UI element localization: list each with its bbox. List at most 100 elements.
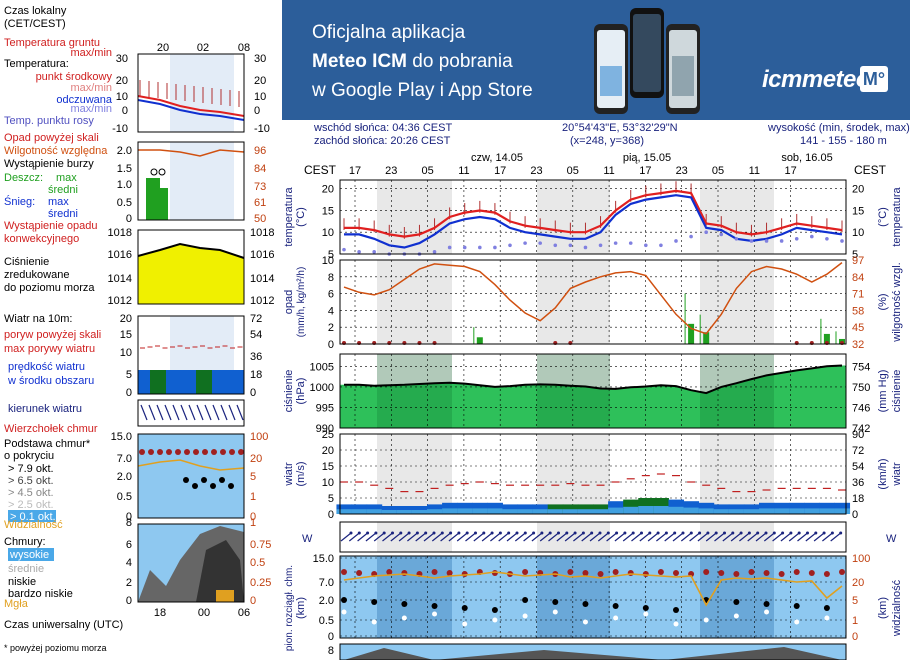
cloud-top-dot — [733, 571, 740, 577]
wind-arrow-head — [756, 531, 760, 535]
cloudbase-dot — [401, 601, 408, 607]
hour-tick: 23 — [385, 165, 397, 177]
wind-speed-low — [517, 509, 534, 514]
wind-speed-low — [577, 509, 594, 514]
wind-arrow — [415, 532, 427, 542]
wind-tick: 15 — [322, 461, 334, 473]
wind-arrow — [664, 532, 676, 542]
cloud-top-dot — [567, 569, 574, 575]
rain-bar — [476, 337, 483, 344]
axis-vis-right-unit: (km) — [877, 597, 889, 619]
wind-kmh-tick: 0 — [852, 509, 858, 521]
legend-storm-mark — [158, 168, 166, 176]
wind-speed-low — [623, 506, 639, 514]
wind-arrow — [597, 532, 609, 542]
cloudbase-dot — [763, 601, 770, 607]
legend-storm-mark — [150, 168, 158, 176]
legend-cb-tick-r: 100 — [250, 431, 268, 443]
wind-arrow-head — [814, 531, 818, 535]
wind-arrow-head — [714, 531, 718, 535]
cloudbase-dot — [341, 597, 347, 603]
legend-precip-occ2: konwekcyjnego — [4, 233, 79, 245]
legend-cloud-dark — [196, 540, 244, 602]
legend-wind-arrow — [156, 404, 164, 421]
cloud-top-dot — [386, 569, 393, 575]
wind-arrow — [730, 532, 742, 542]
wind-arrow — [739, 532, 750, 542]
precip-tick: 0 — [328, 339, 334, 351]
legend-cloudbase-dot — [228, 483, 234, 489]
dew-point — [825, 236, 829, 241]
dew-point — [628, 241, 633, 245]
dew-point — [644, 243, 648, 248]
legend-wind-arrow — [172, 404, 180, 421]
wind-speed-low — [487, 508, 503, 514]
hour-tick: 05 — [421, 165, 433, 177]
cloud-top-dot — [446, 570, 453, 576]
legend-utc-hour: 00 — [198, 607, 210, 619]
wind-arrow-head — [424, 531, 428, 535]
app-promo-banner[interactable]: Oficjalna aplikacja Meteo ICM do pobrani… — [282, 0, 910, 120]
legend-cloud-tick: 2 — [126, 577, 132, 589]
wind-arrow-head — [557, 531, 560, 535]
legend-utc-hour: 06 — [238, 607, 250, 619]
wind-kmh-tick: 18 — [852, 493, 864, 505]
axis-wind-left: wiatr — [283, 462, 295, 487]
icmmeteo-logo: icmmeteo — [762, 66, 871, 93]
legend-hum-tick: 50 — [254, 213, 266, 225]
wind-speed-low — [336, 509, 353, 514]
legend-vis-tick-r: 1 — [250, 517, 256, 529]
legend-soil-temp: Temperatura gruntu — [4, 37, 100, 49]
wind-arrow — [647, 532, 659, 542]
wind-speed-low — [608, 507, 624, 514]
legend-precip-frame — [137, 141, 245, 221]
banner-brand: Meteo ICM — [312, 51, 407, 72]
cloud-top-dot — [341, 569, 347, 575]
legend-temp-tick: 0 — [254, 105, 260, 117]
legend-hum-tick: 73 — [254, 181, 266, 193]
legend-hour: 08 — [238, 42, 250, 54]
dew-point — [749, 239, 754, 243]
wind-arrow-head — [349, 531, 353, 535]
dew-point — [553, 243, 558, 248]
wind-arrow-head — [565, 531, 569, 535]
legend-rain-max: max — [56, 172, 77, 184]
dew-point — [447, 245, 452, 250]
axis-vis-right: widzialność — [891, 579, 903, 637]
wind-arrow-head — [407, 531, 411, 535]
wind-arrow — [490, 532, 501, 542]
height-values: 141 - 155 - 180 m — [800, 135, 887, 147]
cloud-panel-frame — [339, 555, 847, 639]
dew-point — [478, 245, 482, 250]
cloudbase-dot — [733, 599, 740, 605]
legend-cloudbase-dot — [192, 483, 198, 489]
day-label: pią, 15.05 — [623, 152, 671, 164]
cloudbase-dot — [673, 607, 679, 613]
clouds-panel-frame — [339, 643, 847, 660]
cloud-top-dot — [461, 571, 468, 577]
wind-speed-low — [819, 508, 835, 514]
cloud-top-dot — [703, 569, 710, 575]
cloudbase-dot-light — [643, 611, 649, 617]
cloud-top-dot — [431, 569, 438, 575]
pressure-panel-frame — [339, 353, 847, 429]
wind-speed-low — [728, 509, 745, 514]
legend-felt-line — [137, 99, 245, 121]
winddir-panel-frame — [339, 521, 847, 553]
legend-wind-arrow — [188, 404, 196, 421]
axis-precip-left-unit: (mm/h, kg/m²/h) — [296, 267, 307, 338]
wind-speed-low — [759, 508, 775, 514]
wind-arrow-head — [822, 531, 826, 535]
wind-arrow-head — [656, 531, 660, 535]
wind-arrow-head — [606, 531, 610, 535]
legend-time-local: Czas lokalny — [4, 5, 67, 17]
legend-vis-line — [137, 459, 245, 471]
wind-arrow — [506, 532, 518, 542]
visibility-tick: 1 — [852, 615, 858, 627]
cloud-night-band — [700, 556, 774, 638]
wind-speed-low — [804, 508, 820, 514]
legend-pressure2: zredukowane — [4, 269, 69, 281]
wind-arrow — [514, 532, 526, 542]
wind-arrow-head — [681, 531, 685, 535]
legend-wind-kmh-tick: 36 — [250, 351, 262, 363]
